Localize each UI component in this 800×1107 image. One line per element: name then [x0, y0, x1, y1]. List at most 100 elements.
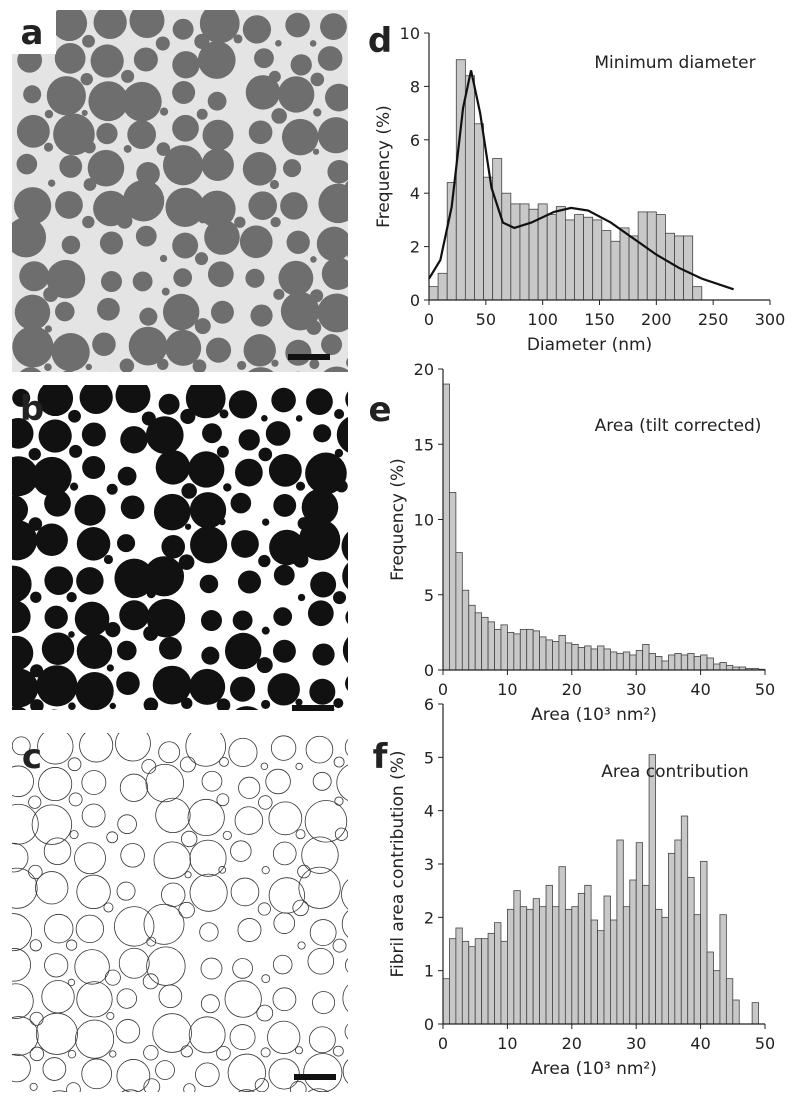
fibril [204, 219, 240, 255]
fibril [245, 75, 281, 110]
fibril [66, 591, 77, 603]
bar [642, 644, 650, 671]
x-tick-label: 30 [626, 1034, 646, 1053]
fibril [370, 1043, 382, 1055]
y-tick-label: 5 [424, 586, 434, 605]
fibril [12, 706, 27, 710]
fibril [158, 1097, 178, 1103]
fibril [82, 711, 112, 741]
fibril [273, 494, 297, 517]
fibril [103, 902, 114, 913]
fibril [348, 34, 358, 44]
fibril [74, 494, 106, 526]
bar [449, 938, 457, 1025]
fibril [222, 830, 232, 840]
fibril [376, 484, 384, 492]
fibril [41, 632, 75, 665]
fibril [12, 565, 32, 603]
fibril [272, 954, 293, 975]
fibril [242, 152, 277, 186]
bar [590, 919, 598, 1025]
fibril [44, 109, 54, 119]
bar [661, 916, 669, 1025]
fibril [278, 260, 314, 296]
fibril [157, 358, 169, 371]
fibril [43, 837, 72, 866]
fibril [216, 1045, 231, 1061]
fibril [270, 735, 297, 761]
fibril [74, 601, 110, 637]
fibril [161, 882, 186, 907]
fibril [105, 622, 121, 638]
fibril [121, 69, 135, 83]
fibril [216, 445, 229, 458]
fibril [23, 85, 42, 104]
fibril [85, 363, 92, 371]
fibril [143, 1045, 159, 1061]
fibril [116, 1059, 151, 1092]
fibril [235, 458, 263, 487]
bar [564, 908, 573, 1025]
fibril [342, 984, 348, 1012]
fibril [128, 326, 168, 366]
x-axis-label: Area (10³ nm²) [531, 1059, 657, 1079]
fibril [289, 1080, 307, 1092]
bar [545, 639, 553, 671]
x-tick-label: 40 [690, 680, 710, 699]
fibril [200, 994, 220, 1014]
fibril [347, 819, 348, 822]
fibril [195, 1096, 228, 1103]
fibril [242, 15, 272, 44]
x-tick-label: 10 [497, 1034, 517, 1053]
fibril [261, 974, 271, 984]
fibril [106, 1011, 115, 1020]
fibril [14, 294, 51, 331]
bar [683, 235, 694, 301]
bar [713, 970, 721, 1025]
bar [706, 657, 714, 671]
fibril [318, 183, 348, 224]
bar [500, 624, 508, 671]
fibril [345, 391, 348, 408]
fibril [35, 1012, 78, 1055]
fibril [109, 1050, 117, 1058]
bar [552, 906, 560, 1025]
x-tick-label: 50 [755, 680, 775, 699]
fibril [280, 192, 308, 220]
fibril [145, 763, 185, 803]
fibril [62, 370, 74, 372]
bar [646, 211, 657, 301]
fibril [180, 830, 198, 848]
fibril [121, 1089, 140, 1092]
fibril [207, 261, 234, 288]
fibril [373, 976, 384, 987]
fibril [342, 637, 348, 664]
fibril [200, 957, 223, 980]
fibril [347, 251, 348, 258]
fibril [312, 991, 336, 1015]
y-tick-label: 0 [410, 291, 420, 310]
fibril [218, 866, 227, 874]
fibril [117, 814, 137, 834]
bar [526, 628, 534, 671]
fibril [181, 697, 193, 710]
bar [494, 628, 502, 671]
fibril [260, 762, 269, 770]
fibril [119, 773, 149, 802]
fibril [301, 836, 339, 874]
fibril [67, 1049, 77, 1059]
fibril [116, 671, 140, 696]
fibril [75, 914, 105, 944]
fibril [19, 261, 50, 292]
bar [500, 940, 508, 1025]
fibril [267, 1020, 301, 1054]
bar [622, 651, 631, 671]
fibril [238, 429, 260, 451]
fibril [228, 737, 258, 767]
fibril [74, 1094, 102, 1103]
fibril [184, 523, 192, 530]
fibril [61, 235, 81, 255]
bar [483, 176, 494, 301]
fibril [144, 731, 160, 747]
fibril [12, 456, 39, 497]
